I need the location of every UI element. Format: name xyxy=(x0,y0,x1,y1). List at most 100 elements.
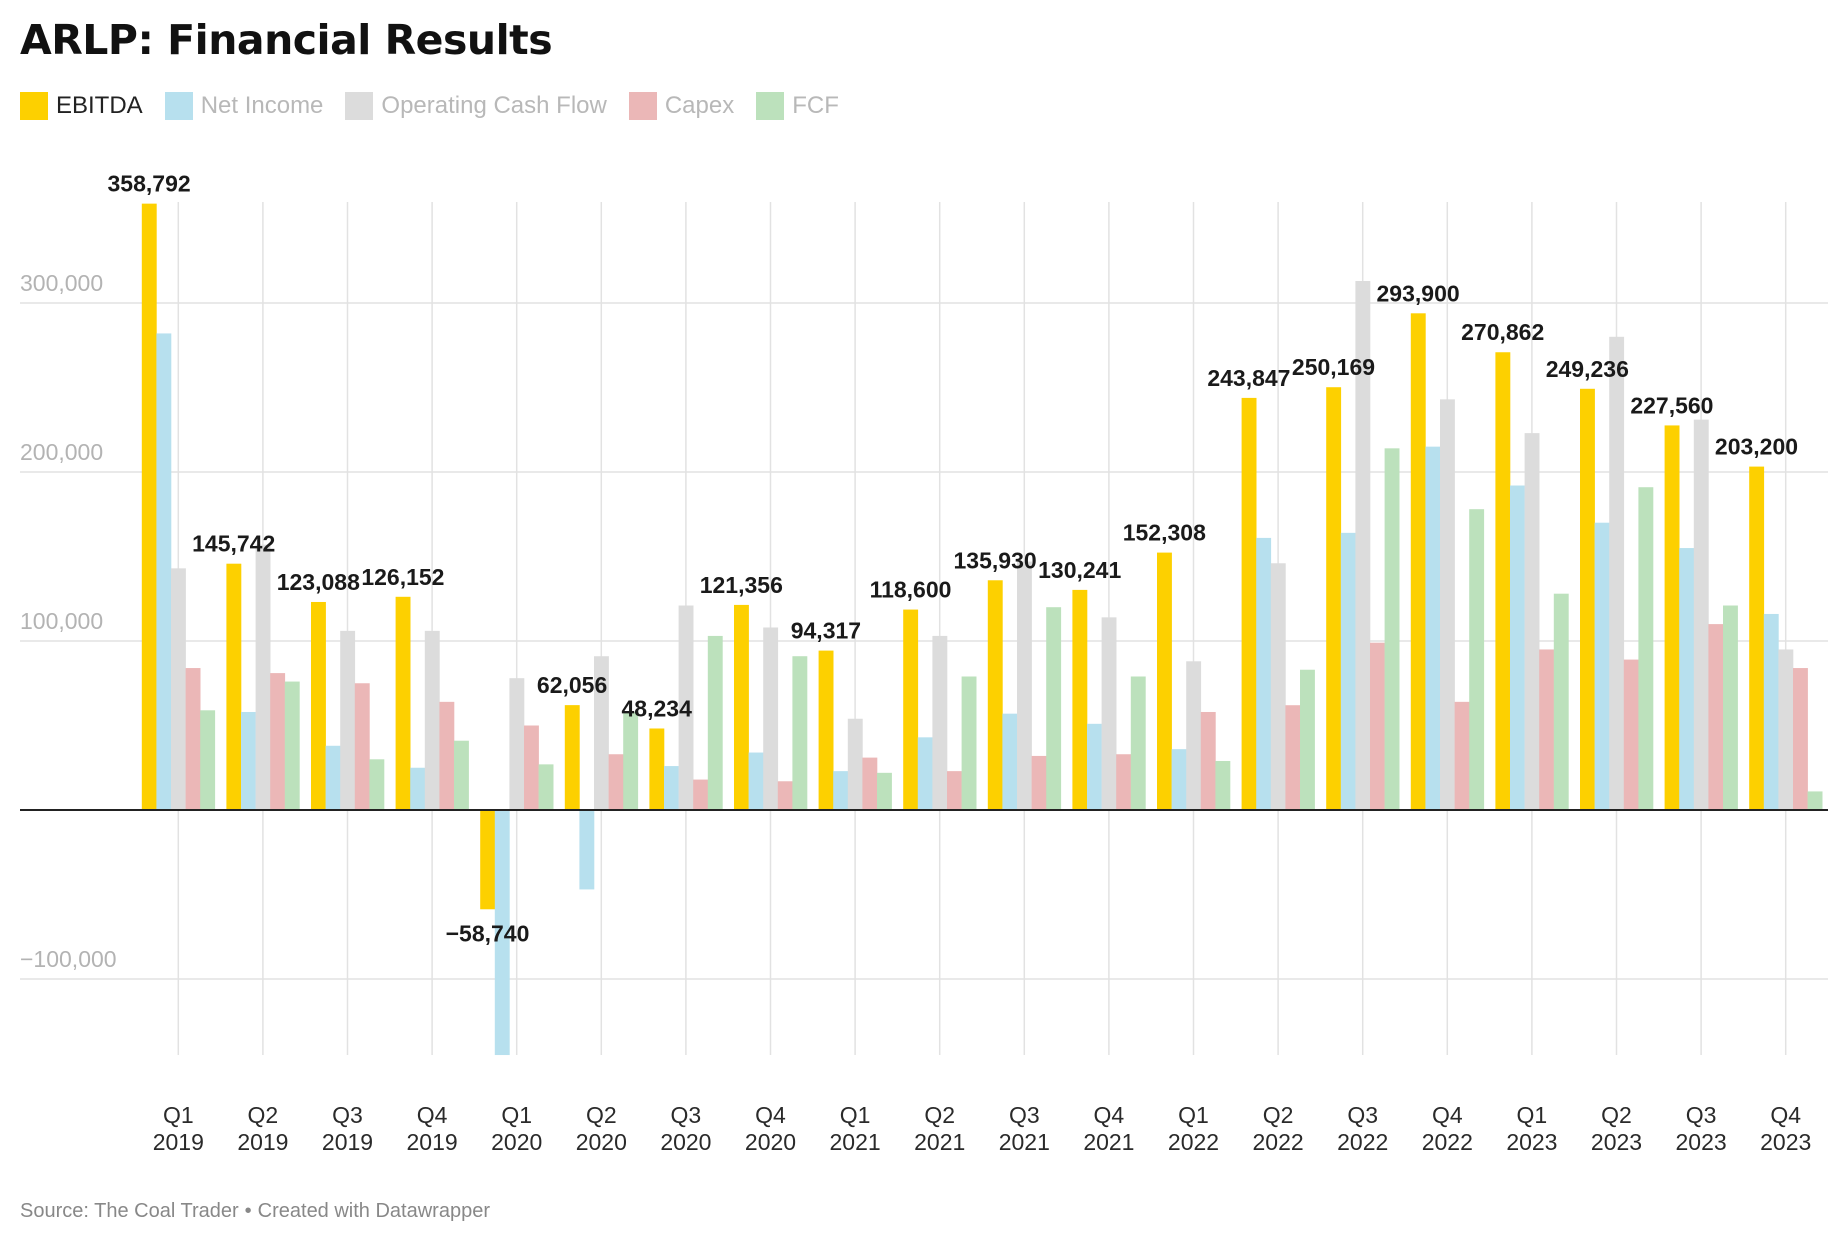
bar-capex xyxy=(1793,668,1808,810)
bar-operating-cash-flow xyxy=(1355,281,1371,810)
bar-capex xyxy=(693,779,709,810)
bar-operating-cash-flow xyxy=(1440,399,1455,810)
bar-capex xyxy=(862,757,878,810)
bar-net-income xyxy=(1002,713,1018,810)
bar-ebitda xyxy=(480,810,496,910)
bar-ebitda xyxy=(987,580,1003,810)
data-label: 227,560 xyxy=(1630,392,1713,418)
x-tick-quarter: Q1 xyxy=(501,1102,532,1128)
source-separator: • xyxy=(244,1200,252,1222)
x-tick-year: 2019 xyxy=(153,1129,204,1155)
bar-capex xyxy=(1116,754,1132,810)
chart-title: ARLP: Financial Results xyxy=(20,16,553,64)
legend-item-4: FCF xyxy=(756,92,839,120)
bar-net-income xyxy=(1256,537,1272,810)
data-label: 145,742 xyxy=(192,531,275,557)
x-tick-year: 2023 xyxy=(1676,1129,1727,1155)
bar-operating-cash-flow xyxy=(424,630,440,810)
legend-swatch xyxy=(756,92,785,120)
bar-capex xyxy=(1623,659,1639,810)
x-tick-quarter: Q1 xyxy=(163,1102,194,1128)
y-tick-label: 200,000 xyxy=(20,439,103,465)
source-credit: Created with Datawrapper xyxy=(257,1200,490,1222)
legend-swatch xyxy=(628,92,657,120)
x-tick-year: 2021 xyxy=(830,1129,881,1155)
bar-capex xyxy=(1370,642,1385,810)
x-tick-quarter: Q1 xyxy=(1517,1102,1548,1128)
bar-fcf xyxy=(200,710,216,810)
bar-net-income xyxy=(1510,485,1525,810)
bar-fcf xyxy=(877,772,892,810)
bar-operating-cash-flow xyxy=(255,544,271,810)
bar-fcf xyxy=(284,681,300,810)
x-tick-quarter: Q3 xyxy=(1347,1102,1378,1128)
x-tick-year: 2022 xyxy=(1253,1129,1304,1155)
x-tick-year: 2019 xyxy=(237,1129,288,1155)
legend-item-1: Net Income xyxy=(164,92,324,120)
legend-label: Operating Cash Flow xyxy=(381,92,607,119)
legend-label: Net Income xyxy=(200,92,324,119)
x-axis-ticks: Q12019Q22019Q32019Q42019Q12020Q22020Q320… xyxy=(153,1102,1812,1155)
x-tick-quarter: Q1 xyxy=(840,1102,871,1128)
bar-ebitda xyxy=(564,705,580,810)
bar-fcf xyxy=(1469,509,1485,810)
legend-swatch xyxy=(345,92,374,120)
bar-ebitda xyxy=(1241,397,1257,810)
x-tick-quarter: Q2 xyxy=(924,1102,955,1128)
x-tick-year: 2020 xyxy=(660,1129,711,1155)
legend-swatch xyxy=(164,92,193,120)
bar-ebitda xyxy=(903,609,919,810)
x-tick-year: 2022 xyxy=(1422,1129,1473,1155)
bar-net-income xyxy=(664,766,679,810)
bar-fcf xyxy=(1130,676,1146,810)
bar-ebitda xyxy=(1157,552,1172,810)
x-tick-year: 2022 xyxy=(1168,1129,1219,1155)
x-tick-year: 2022 xyxy=(1337,1129,1388,1155)
bar-ebitda xyxy=(818,650,834,810)
data-label: 152,308 xyxy=(1123,520,1206,546)
legend: EBITDA Net Income Operating Cash Flow Capex… xyxy=(20,92,861,120)
bar-ebitda xyxy=(1072,589,1088,810)
data-label: 358,792 xyxy=(108,171,191,197)
bar-operating-cash-flow xyxy=(171,568,186,810)
bar-capex xyxy=(1031,755,1047,810)
x-tick-quarter: Q3 xyxy=(332,1102,363,1128)
bar-operating-cash-flow xyxy=(509,678,525,810)
x-tick-quarter: Q3 xyxy=(1686,1102,1717,1128)
x-tick-year: 2020 xyxy=(491,1129,542,1155)
bar-fcf xyxy=(1807,791,1823,810)
bar-fcf xyxy=(1300,669,1315,810)
bar-capex xyxy=(947,771,962,810)
data-label: 135,930 xyxy=(954,547,1037,573)
bar-net-income xyxy=(1594,522,1610,810)
bar-operating-cash-flow xyxy=(763,627,779,810)
bar-operating-cash-flow xyxy=(1609,336,1625,810)
bar-capex xyxy=(1285,705,1301,810)
x-tick-quarter: Q2 xyxy=(1263,1102,1294,1128)
legend-label: FCF xyxy=(792,92,839,119)
bar-net-income xyxy=(748,752,764,810)
x-tick-year: 2021 xyxy=(914,1129,965,1155)
bar-capex xyxy=(777,781,793,810)
bar-fcf xyxy=(1638,487,1654,810)
bar-fcf xyxy=(1215,760,1231,810)
bar-net-income xyxy=(1763,613,1779,810)
x-tick-quarter: Q1 xyxy=(1178,1102,1209,1128)
data-label: 121,356 xyxy=(700,572,783,598)
data-label: 270,862 xyxy=(1461,319,1544,345)
bar-fcf xyxy=(538,764,554,810)
bar-ebitda xyxy=(311,601,326,810)
bar-net-income xyxy=(1171,749,1187,810)
bar-fcf xyxy=(369,759,385,810)
x-tick-quarter: Q3 xyxy=(1009,1102,1040,1128)
bar-net-income xyxy=(917,737,933,810)
x-tick-year: 2023 xyxy=(1760,1129,1811,1155)
bar-operating-cash-flow xyxy=(932,635,948,810)
bar-capex xyxy=(1200,711,1216,810)
bar-fcf xyxy=(1723,605,1738,810)
data-label: 250,169 xyxy=(1292,354,1375,380)
legend-item-3: Capex xyxy=(628,92,734,120)
bar-ebitda xyxy=(1749,466,1765,810)
x-tick-quarter: Q2 xyxy=(1601,1102,1632,1128)
